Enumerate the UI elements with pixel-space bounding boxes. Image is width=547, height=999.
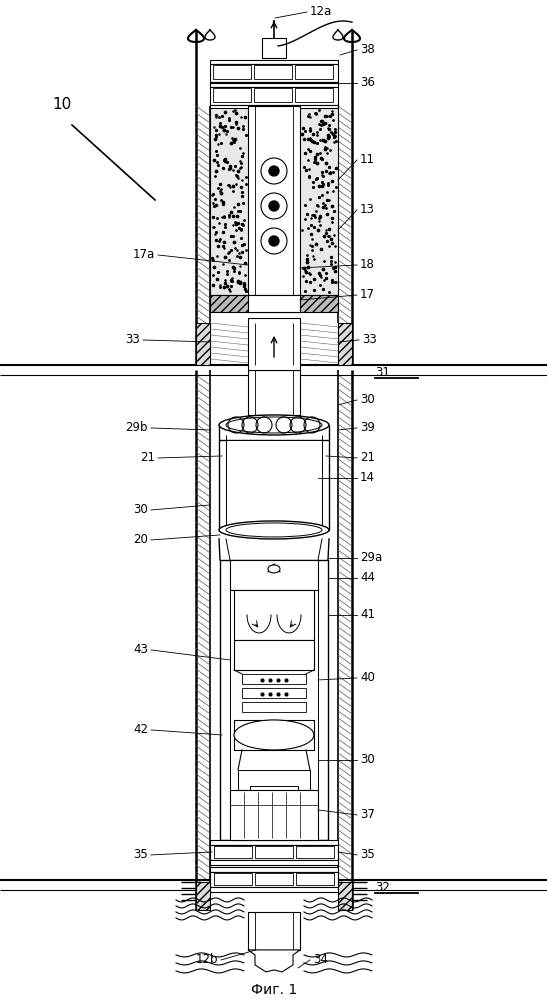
Bar xyxy=(255,873,293,885)
Bar xyxy=(210,840,338,845)
Bar xyxy=(248,106,300,295)
Text: 10: 10 xyxy=(52,98,71,113)
Text: 12a: 12a xyxy=(310,6,332,19)
Ellipse shape xyxy=(234,720,314,750)
Text: 35: 35 xyxy=(133,848,148,861)
Bar xyxy=(210,295,338,312)
Bar xyxy=(248,295,300,312)
Bar xyxy=(226,440,322,529)
Bar xyxy=(210,83,338,87)
Text: 20: 20 xyxy=(133,533,148,546)
Text: 32: 32 xyxy=(375,881,390,894)
Bar xyxy=(234,720,314,750)
Text: 12b: 12b xyxy=(195,953,218,966)
Bar xyxy=(254,65,292,79)
Text: 33: 33 xyxy=(362,334,377,347)
Bar xyxy=(230,790,318,840)
Text: 31: 31 xyxy=(375,367,390,380)
Text: 38: 38 xyxy=(360,44,375,57)
Bar xyxy=(196,323,210,365)
Text: 17: 17 xyxy=(360,289,375,302)
Text: 40: 40 xyxy=(360,671,375,684)
Bar xyxy=(338,882,352,910)
Bar xyxy=(210,887,338,892)
Bar xyxy=(210,64,338,82)
Bar xyxy=(248,912,300,950)
Polygon shape xyxy=(219,539,329,560)
Bar xyxy=(295,65,333,79)
Bar xyxy=(196,882,210,910)
Bar xyxy=(250,786,298,794)
Text: 21: 21 xyxy=(140,452,155,465)
Ellipse shape xyxy=(219,520,329,539)
Bar xyxy=(296,873,334,885)
Text: 30: 30 xyxy=(360,394,375,407)
Bar xyxy=(254,88,292,102)
Circle shape xyxy=(269,236,279,246)
Bar xyxy=(210,872,338,887)
Bar xyxy=(262,38,286,58)
Bar xyxy=(248,318,300,370)
Bar xyxy=(210,867,338,872)
Text: 37: 37 xyxy=(360,808,375,821)
Bar xyxy=(242,688,306,698)
Text: 44: 44 xyxy=(360,571,375,584)
Text: 11: 11 xyxy=(360,154,375,167)
Text: 29a: 29a xyxy=(360,551,382,564)
Bar xyxy=(230,560,318,840)
Ellipse shape xyxy=(226,417,322,433)
Bar xyxy=(338,323,352,365)
Bar xyxy=(230,560,318,590)
Bar xyxy=(234,640,314,670)
Bar xyxy=(210,60,338,64)
Bar xyxy=(214,873,252,885)
Bar xyxy=(213,65,251,79)
Bar xyxy=(210,87,338,105)
Ellipse shape xyxy=(226,522,322,536)
Circle shape xyxy=(269,201,279,211)
Bar xyxy=(248,370,300,415)
Bar xyxy=(210,105,338,108)
Bar xyxy=(242,702,306,712)
Text: 13: 13 xyxy=(360,204,375,217)
Text: 33: 33 xyxy=(125,334,140,347)
Text: 29b: 29b xyxy=(125,422,148,435)
Text: 30: 30 xyxy=(360,753,375,766)
Text: 42: 42 xyxy=(133,723,148,736)
Bar xyxy=(220,560,328,840)
Bar xyxy=(219,440,329,529)
Bar xyxy=(238,770,310,790)
Text: Фиг. 1: Фиг. 1 xyxy=(251,983,297,997)
Text: 21: 21 xyxy=(360,452,375,465)
Bar xyxy=(214,846,252,858)
Text: 17a: 17a xyxy=(133,249,155,262)
Ellipse shape xyxy=(219,415,329,435)
Bar xyxy=(210,845,338,860)
Bar xyxy=(210,106,338,295)
Bar xyxy=(255,846,293,858)
Bar xyxy=(295,88,333,102)
Text: 30: 30 xyxy=(133,503,148,516)
Bar xyxy=(242,674,306,684)
Text: 18: 18 xyxy=(360,259,375,272)
Bar xyxy=(210,82,338,85)
Bar xyxy=(213,88,251,102)
Text: 34: 34 xyxy=(313,953,328,966)
Text: 35: 35 xyxy=(360,848,375,861)
Text: 14: 14 xyxy=(360,472,375,485)
Polygon shape xyxy=(248,950,300,972)
Circle shape xyxy=(269,166,279,176)
Bar xyxy=(234,590,314,640)
Text: 39: 39 xyxy=(360,422,375,435)
Bar xyxy=(296,846,334,858)
Text: 36: 36 xyxy=(360,77,375,90)
Bar xyxy=(210,860,338,865)
Text: 41: 41 xyxy=(360,608,375,621)
Text: 43: 43 xyxy=(133,643,148,656)
Ellipse shape xyxy=(268,565,280,573)
